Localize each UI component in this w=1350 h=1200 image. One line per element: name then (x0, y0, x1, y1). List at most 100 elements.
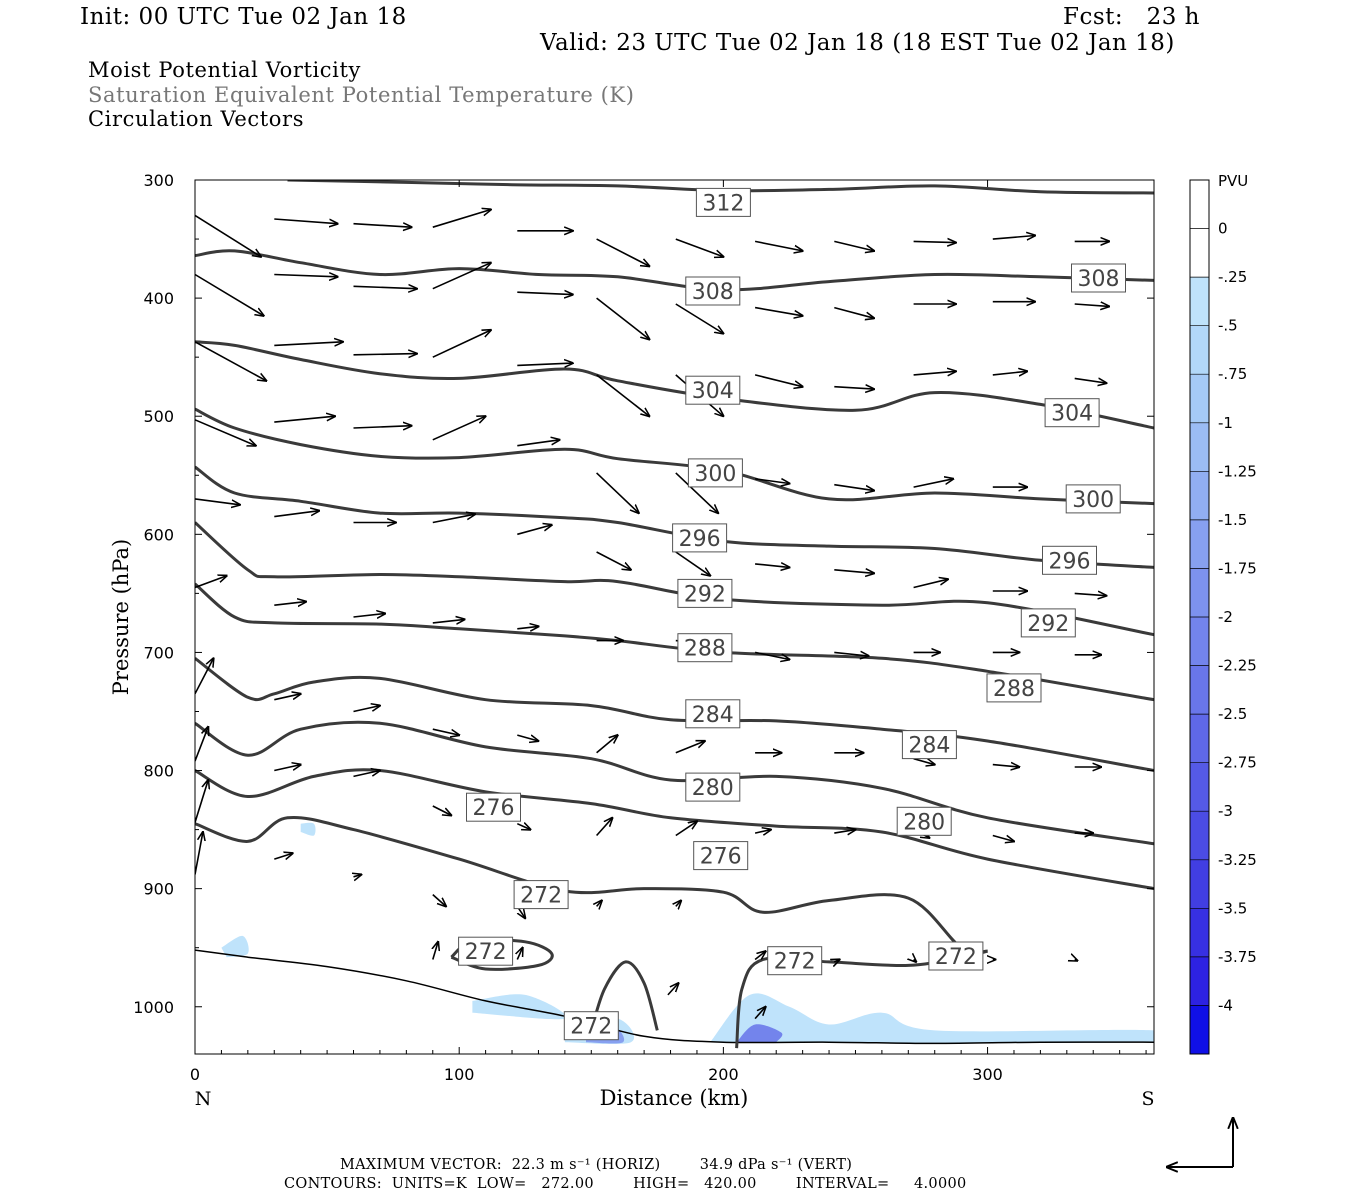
reference-vector-icon (1167, 1118, 1233, 1167)
contour-label-19: 272 (513, 880, 569, 910)
colorbar-label-12: -3 (1218, 802, 1233, 820)
vector-arrow-112 (754, 1007, 766, 1020)
vector-arrow-52 (517, 525, 551, 536)
vector-arrow-76 (517, 734, 538, 741)
vector-arrow-33 (913, 371, 956, 375)
vector-arrow-36 (195, 419, 256, 446)
colorbar-cell-14 (1190, 859, 1209, 909)
pv-patch-1 (300, 822, 316, 836)
vector-arrow-89 (596, 818, 613, 837)
colorbar-cell-0 (1190, 180, 1209, 230)
colorbar-unit: PVU (1218, 172, 1248, 190)
contour-label-box (896, 806, 952, 836)
contour-label-text: 272 (570, 1015, 612, 1040)
contour-label-23: 272 (563, 1011, 619, 1041)
vector-arrow-97 (274, 853, 292, 859)
vector-arrow-40 (517, 440, 559, 447)
contour-label-text: 300 (694, 462, 736, 487)
vector-arrow-86 (353, 771, 380, 778)
contour-label-text: 284 (692, 703, 734, 728)
contour-label-8: 296 (1042, 545, 1097, 575)
colorbar-label-8: -2 (1218, 608, 1233, 626)
contour-label-0: 312 (695, 187, 751, 217)
contour-label-2: 308 (1071, 263, 1126, 293)
vector-arrow-32 (834, 387, 874, 389)
vector-arrow-78 (675, 741, 705, 754)
vector-arrow-88 (516, 824, 530, 830)
x-tick-label-200: 200 (708, 1065, 739, 1084)
colorbar-label-2: -.5 (1218, 317, 1238, 335)
vector-arrow-39 (432, 416, 486, 441)
contour-label-box (513, 880, 569, 910)
vector-arrow-34 (992, 371, 1027, 375)
colorbar-label-0: 0 (1218, 220, 1228, 238)
contour-label-box (685, 699, 741, 729)
field-theta-title: Saturation Equivalent Potential Temperat… (88, 83, 635, 107)
contour-label-text: 292 (1027, 612, 1069, 637)
contour-label-11: 288 (677, 633, 733, 663)
vector-arrow-84 (195, 727, 208, 762)
contour-label-text: 276 (700, 845, 742, 870)
colorbar-label-10: -2.5 (1218, 705, 1247, 723)
y-tick-label-400: 400 (143, 289, 174, 308)
vector-arrow-10 (992, 236, 1035, 240)
vector-arrow-77 (596, 735, 618, 754)
circulation-vectors (195, 210, 1109, 1020)
colorbar-cell-8 (1190, 568, 1209, 618)
contour-label-14: 284 (901, 730, 957, 760)
valid-time: Valid: 23 UTC Tue 02 Jan 18 (18 EST Tue … (540, 30, 1175, 56)
contour-label-text: 272 (774, 950, 816, 975)
vector-arrow-94 (992, 834, 1014, 842)
colorbar-label-3: -.75 (1218, 365, 1247, 383)
contour-label-box (901, 730, 957, 760)
y-tick-label-900: 900 (143, 880, 174, 899)
vector-arrow-96 (195, 780, 208, 823)
contour-label-text: 300 (1072, 488, 1114, 513)
colorbar-label-1: -.25 (1218, 268, 1247, 286)
contour-label-text: 280 (903, 810, 945, 835)
contour-label-3: 304 (685, 375, 741, 405)
vector-arrow-35 (1074, 378, 1107, 383)
contour-label-box (563, 1011, 619, 1041)
vector-arrow-5 (596, 238, 650, 266)
contour-label-text: 304 (1051, 402, 1093, 427)
vector-arrow-85 (274, 765, 300, 772)
vector-arrow-18 (675, 303, 724, 334)
vector-arrow-49 (274, 511, 319, 518)
colorbar-cell-6 (1190, 471, 1209, 521)
vector-arrow-101 (597, 901, 602, 907)
x-tick-label-0: 0 (190, 1065, 200, 1084)
vector-arrow-31 (754, 374, 803, 387)
contour-label-4: 304 (1044, 398, 1100, 428)
vector-arrow-67 (754, 651, 789, 659)
contour-label-6: 300 (1065, 484, 1121, 514)
contour-label-22: 272 (928, 941, 984, 971)
contour-label-13: 284 (685, 699, 741, 729)
vector-arrow-102 (676, 901, 681, 907)
contour-label-18: 276 (693, 841, 749, 871)
contour-label-box (466, 792, 521, 822)
colorbar-cell-16 (1190, 956, 1209, 1006)
contour-labels: 312 308 308 304 304 300 300 296 296 292 292 288 288 2… (458, 187, 1126, 1041)
vector-arrow-25 (274, 342, 343, 346)
colorbar: PVU 0 -.25 -.5 -.75 -1 -1.25 -1.5 -1.75 -2 -2.25 -2… (1189, 172, 1257, 1055)
contour-label-text: 272 (520, 884, 562, 909)
colorbar-cell-13 (1190, 811, 1209, 861)
contour-label-box (693, 841, 749, 871)
contour-308-1 (195, 249, 1154, 292)
contour-label-box (672, 523, 728, 553)
contour-label-box (685, 375, 741, 405)
vector-arrow-45 (913, 479, 954, 488)
contour-label-box (677, 578, 733, 608)
contour-label-box (1044, 398, 1100, 428)
y-tick-label-700: 700 (143, 643, 174, 662)
vector-arrow-92 (834, 830, 855, 834)
vector-arrow-6 (675, 238, 724, 257)
vector-arrow-3 (432, 210, 491, 228)
contour-304-2 (195, 340, 1154, 430)
x-tick-label-100: 100 (444, 1065, 475, 1084)
contour-label-text: 296 (1049, 549, 1091, 574)
vector-arrow-20 (834, 306, 874, 319)
vector-arrow-0 (195, 214, 261, 256)
